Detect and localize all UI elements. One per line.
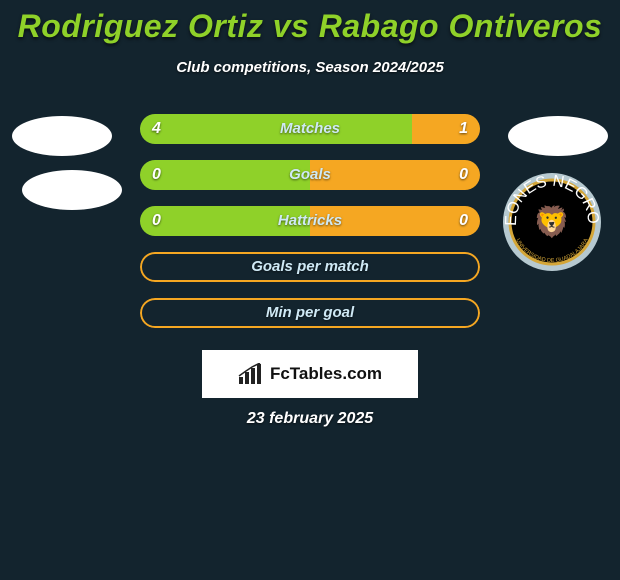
stat-row: 4 1 Matches bbox=[0, 114, 620, 160]
subtitle: Club competitions, Season 2024/2025 bbox=[0, 59, 620, 76]
stat-label: Goals per match bbox=[140, 252, 480, 282]
comparison-infographic: Rodriguez Ortiz vs Rabago Ontiveros Club… bbox=[0, 0, 620, 580]
stat-label: Goals bbox=[140, 160, 480, 190]
stat-row: 0 0 Goals bbox=[0, 160, 620, 206]
stat-label: Min per goal bbox=[140, 298, 480, 328]
date-text: 23 february 2025 bbox=[0, 410, 620, 428]
stat-label: Hattricks bbox=[140, 206, 480, 236]
brand-box: FcTables.com bbox=[202, 350, 418, 398]
brand-bars-icon bbox=[238, 363, 264, 385]
stat-label: Matches bbox=[140, 114, 480, 144]
brand-text: FcTables.com bbox=[270, 364, 382, 384]
stat-rows: 4 1 Matches 0 0 Goals 0 0 Hattricks bbox=[0, 114, 620, 344]
stat-row: Min per goal bbox=[0, 298, 620, 344]
stat-row: Goals per match bbox=[0, 252, 620, 298]
page-title: Rodriguez Ortiz vs Rabago Ontiveros bbox=[0, 0, 620, 45]
stat-row: 0 0 Hattricks bbox=[0, 206, 620, 252]
